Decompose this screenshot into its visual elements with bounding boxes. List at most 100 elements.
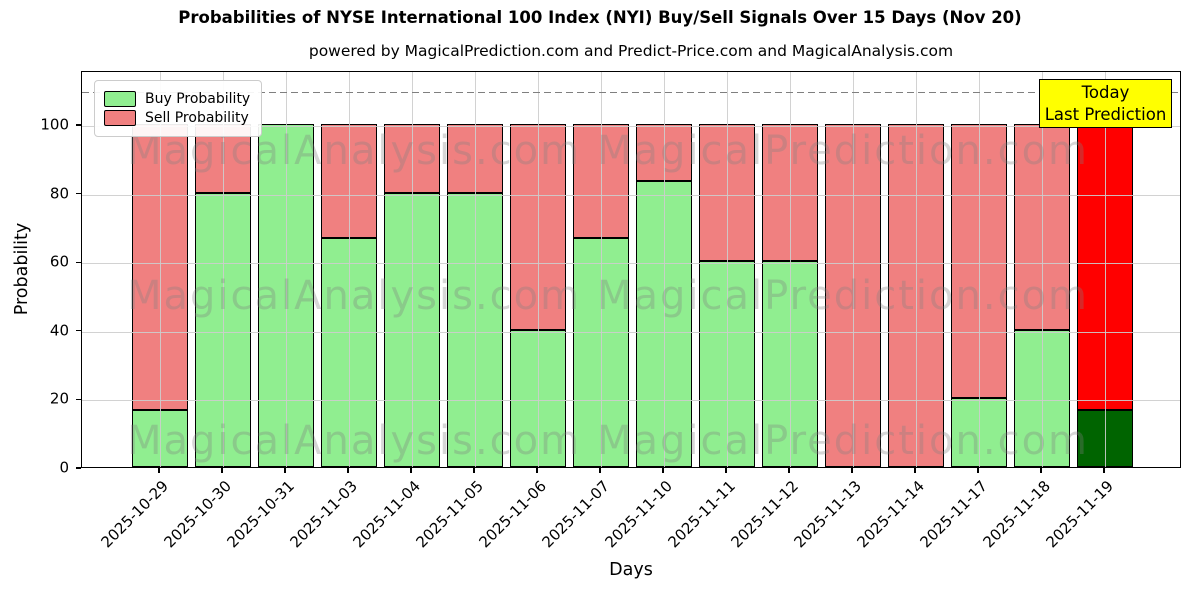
h-gridline	[82, 331, 1180, 333]
v-gridline	[916, 72, 917, 467]
h-gridline	[82, 126, 1180, 127]
bar-segment-buy	[950, 398, 1008, 467]
bar-segment-buy	[320, 238, 378, 467]
bar-segment-buy	[383, 192, 441, 467]
today-annotation-line2: Last Prediction	[1044, 104, 1167, 124]
legend-label-buy: Buy Probability	[145, 91, 251, 107]
today-annotation: Today Last Prediction	[1039, 79, 1172, 128]
x-tick-label: 2025-11-11	[664, 477, 739, 552]
x-tick-mark	[599, 468, 601, 473]
x-tick-label: 2025-11-17	[916, 477, 991, 552]
bar-segment-buy	[194, 192, 252, 467]
x-tick-mark	[347, 468, 349, 473]
threshold-dashed-line	[82, 91, 1180, 94]
x-axis-label: Days	[609, 560, 653, 580]
v-gridline	[601, 72, 602, 467]
x-tick-label: 2025-10-29	[97, 477, 172, 552]
buy-color-swatch	[104, 91, 136, 107]
v-gridline	[853, 72, 854, 467]
v-gridline	[790, 72, 791, 467]
legend-item-sell: Sell Probability	[104, 110, 250, 126]
h-gridline	[82, 400, 1180, 402]
bar-segment-sell	[320, 124, 378, 239]
bar-segment-sell	[572, 124, 630, 239]
bar-segment-sell	[509, 124, 567, 330]
x-tick-label: 2025-11-14	[853, 477, 928, 552]
bar-segment-buy	[446, 192, 504, 467]
bar-segment-sell	[1013, 124, 1071, 330]
x-tick-label: 2025-11-13	[790, 477, 865, 552]
bar-segment-buy	[1013, 329, 1071, 467]
y-tick-label: 80	[49, 183, 69, 202]
x-tick-mark	[914, 468, 916, 473]
bar-segment-sell	[698, 124, 756, 262]
x-tick-label: 2025-11-12	[727, 477, 802, 552]
x-tick-mark	[1103, 468, 1105, 473]
v-gridline	[727, 72, 728, 467]
bar-segment-sell	[824, 124, 882, 467]
x-tick-mark	[1040, 468, 1042, 473]
sell-color-swatch	[104, 110, 136, 126]
v-gridline	[349, 72, 350, 467]
v-gridline	[160, 72, 161, 467]
bar-segment-sell	[761, 124, 819, 262]
watermark-prediction: MagicalPrediction.com	[597, 128, 1089, 174]
plot-area: MagicalAnalysis.com MagicalPrediction.com…	[81, 71, 1181, 468]
x-tick-mark	[473, 468, 475, 473]
v-gridline	[664, 72, 665, 467]
watermark-analysis: MagicalAnalysis.com	[127, 273, 582, 319]
bar-segment-sell	[1076, 124, 1134, 410]
chart-title: Probabilities of NYSE International 100 …	[178, 8, 1022, 27]
x-tick-mark	[221, 468, 223, 473]
h-gridline	[82, 194, 1180, 196]
y-tick-label: 0	[59, 458, 69, 477]
x-tick-mark	[536, 468, 538, 473]
bar-segment-buy	[257, 124, 315, 467]
y-tick-mark	[76, 330, 81, 332]
v-gridline	[223, 72, 224, 467]
v-gridline	[475, 72, 476, 467]
h-gridline	[82, 263, 1180, 265]
x-tick-mark	[851, 468, 853, 473]
v-gridline	[1105, 72, 1106, 467]
x-tick-label: 2025-11-19	[1042, 477, 1117, 552]
bar-segment-sell	[887, 124, 945, 467]
y-tick-label: 20	[49, 389, 69, 408]
x-tick-mark	[662, 468, 664, 473]
v-gridline	[979, 72, 980, 467]
bar-segment-sell	[131, 124, 189, 410]
x-tick-mark	[977, 468, 979, 473]
v-gridline	[412, 72, 413, 467]
x-tick-mark	[410, 468, 412, 473]
legend: Buy Probability Sell Probability	[94, 80, 263, 137]
bar-segment-sell	[635, 124, 693, 182]
x-tick-label: 2025-11-05	[412, 477, 487, 552]
x-tick-mark	[725, 468, 727, 473]
y-axis: 0 20 40 60 80 100	[0, 71, 81, 476]
chart-subtitle: powered by MagicalPrediction.com and Pre…	[308, 42, 954, 60]
v-gridline	[1042, 72, 1043, 467]
bar-segment-buy	[131, 409, 189, 467]
bar-segment-sell	[383, 124, 441, 193]
bar-segment-buy	[572, 238, 630, 467]
y-tick-mark	[76, 398, 81, 401]
x-tick-label: 2025-10-31	[223, 477, 298, 552]
legend-item-buy: Buy Probability	[104, 91, 250, 107]
y-tick-label: 100	[40, 115, 69, 134]
watermark-prediction: MagicalPrediction.com	[597, 418, 1089, 464]
y-tick-label: 60	[49, 252, 69, 271]
watermark-prediction: MagicalPrediction.com	[597, 273, 1089, 319]
bar-segment-buy	[698, 261, 756, 467]
x-tick-label: 2025-11-06	[475, 477, 550, 552]
x-tick-label: 2025-11-03	[286, 477, 361, 552]
bar-segment-sell	[950, 124, 1008, 399]
bar-segment-buy	[1076, 409, 1134, 467]
y-tick-mark	[76, 124, 81, 126]
y-tick-mark	[76, 192, 81, 195]
today-annotation-line1: Today	[1081, 82, 1130, 102]
x-tick-mark	[158, 468, 160, 473]
x-tick-label: 2025-11-07	[538, 477, 613, 552]
x-tick-label: 2025-11-18	[979, 477, 1054, 552]
y-tick-label: 40	[49, 321, 69, 340]
